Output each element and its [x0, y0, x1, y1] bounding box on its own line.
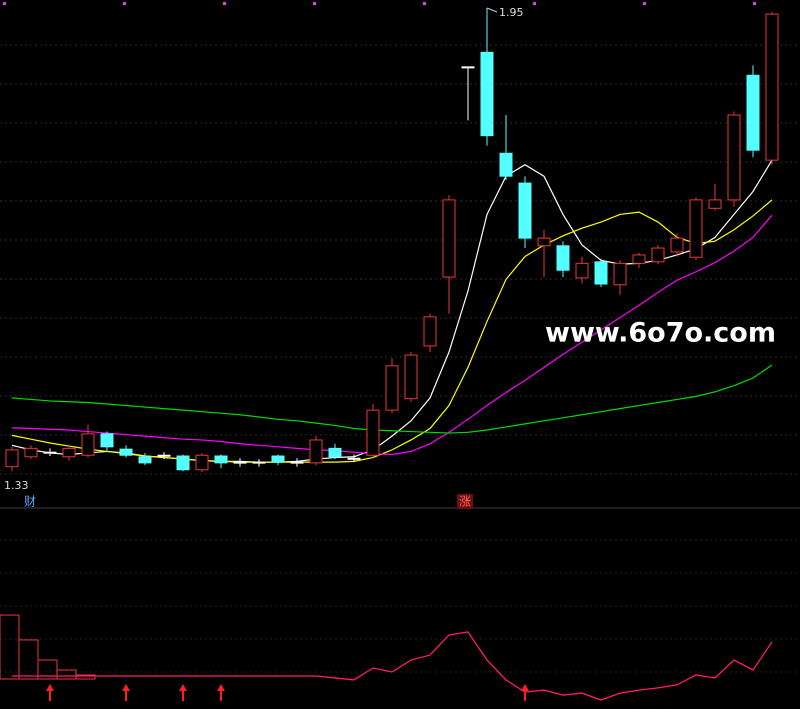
candle-body — [119, 448, 133, 456]
candle-body — [385, 365, 399, 411]
marker-box — [457, 494, 473, 509]
moving-average — [11, 199, 773, 463]
candle-body — [195, 454, 209, 471]
candle-body — [157, 454, 171, 457]
candle-body — [43, 451, 57, 454]
indicator-bar — [75, 674, 96, 680]
candle-body — [613, 262, 627, 286]
candle-body — [575, 262, 589, 279]
candle-body — [480, 51, 494, 137]
candle-body — [404, 354, 418, 400]
candle-body — [347, 457, 361, 460]
candle-body — [423, 316, 437, 347]
top-dot — [3, 2, 6, 5]
candle-body — [765, 13, 779, 161]
signal-arrow — [46, 684, 54, 701]
candle-body — [594, 261, 608, 285]
annotation-leader — [486, 7, 498, 13]
indicator-bar — [56, 669, 77, 680]
candle-body — [499, 152, 513, 177]
candle-body — [233, 461, 247, 464]
signal-arrow — [521, 684, 529, 701]
candle-body — [746, 74, 760, 151]
candle-body — [176, 455, 190, 471]
candle-body — [5, 449, 19, 468]
candle-body — [62, 447, 76, 458]
candle-body — [100, 433, 114, 448]
top-dot — [423, 2, 426, 5]
moving-average — [11, 159, 773, 463]
moving-average — [11, 364, 773, 434]
candle-body — [328, 447, 342, 458]
candle-body — [632, 254, 646, 264]
watermark: www.6o7o.com — [545, 318, 776, 349]
candle-body — [309, 439, 323, 464]
top-dot — [123, 2, 126, 5]
marker-zhang: 涨 — [459, 494, 471, 509]
candle-body — [252, 461, 266, 464]
candle-body — [651, 247, 665, 263]
signal-arrow — [122, 684, 130, 701]
candle-body — [537, 237, 551, 247]
candle-body — [24, 447, 38, 458]
top-dot — [643, 2, 646, 5]
signal-arrow — [179, 684, 187, 701]
annotation-high: 1.95 — [499, 6, 524, 19]
signal-arrow — [217, 684, 225, 701]
candle-body — [461, 66, 475, 69]
moving-average — [11, 214, 773, 456]
indicator-bar — [18, 639, 39, 680]
candle-body — [689, 199, 703, 258]
candle-body — [708, 199, 722, 209]
candle-body — [271, 455, 285, 463]
candle-body — [727, 114, 741, 201]
grid — [0, 2, 800, 673]
top-dot — [313, 2, 316, 5]
top-dot — [223, 2, 226, 5]
annotation-low: 1.33 — [4, 479, 29, 492]
top-dot — [533, 2, 536, 5]
marker-cai: 财 — [24, 495, 36, 509]
candle-body — [81, 433, 95, 456]
candle-body — [214, 455, 228, 464]
candle-body — [290, 461, 304, 464]
indicator-bar — [0, 614, 20, 680]
candle-body — [670, 237, 684, 253]
candle-body — [138, 456, 152, 464]
candle-body — [518, 182, 532, 239]
candle-body — [442, 199, 456, 278]
top-dot — [753, 2, 756, 5]
candle-body — [556, 245, 570, 271]
candle-body — [366, 409, 380, 456]
indicator-line — [12, 631, 773, 701]
